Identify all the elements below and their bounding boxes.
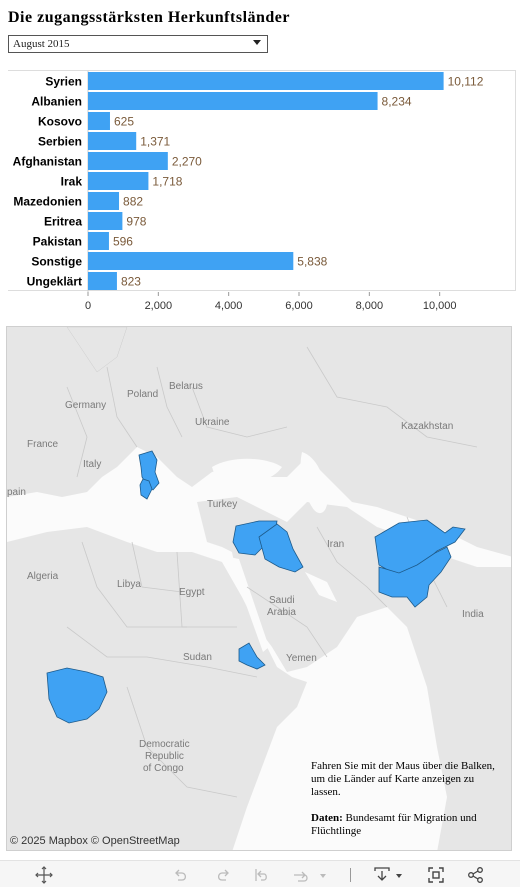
bar-value-label: 1,718 <box>152 175 182 189</box>
month-filter-dropdown[interactable]: August 2015 <box>8 35 268 53</box>
category-label[interactable]: Sonstige <box>31 255 82 269</box>
data-source-label: Daten: <box>311 812 343 824</box>
map-label-drc-1: Democratic <box>139 739 190 750</box>
bar-value-label: 978 <box>126 215 146 229</box>
category-label[interactable]: Albanien <box>31 95 82 109</box>
bar[interactable] <box>88 72 444 90</box>
hover-instruction: Fahren Sie mit der Maus über die Balken,… <box>311 760 503 799</box>
map-label-india: India <box>462 609 484 620</box>
map-label-yemen: Yemen <box>286 653 317 664</box>
category-label[interactable]: Mazedonien <box>13 195 82 209</box>
fullscreen-icon[interactable] <box>426 865 446 885</box>
category-label[interactable]: Ungeklärt <box>27 275 82 289</box>
map-label-ukraine: Ukraine <box>195 417 230 428</box>
map-label-france: France <box>27 439 59 450</box>
bar-value-label: 823 <box>121 275 141 289</box>
map-note: Fahren Sie mit der Maus über die Balken,… <box>311 760 503 851</box>
bar-value-label: 10,112 <box>448 75 484 89</box>
map-attribution[interactable]: © 2025 Mapbox © OpenStreetMap <box>10 835 180 847</box>
bar[interactable] <box>88 232 109 250</box>
dropdown-selected-value: August 2015 <box>13 38 70 50</box>
bar-value-label: 596 <box>113 235 133 249</box>
map-label-drc-3: of Congo <box>143 763 184 774</box>
map-label-belarus: Belarus <box>169 381 203 392</box>
bar-value-label: 2,270 <box>172 155 202 169</box>
x-tick-label: 4,000 <box>215 300 243 312</box>
data-source: Daten: Bundesamt für Migration und Flüch… <box>311 812 503 838</box>
category-label[interactable]: Afghanistan <box>13 155 82 169</box>
x-tick-label: 6,000 <box>285 300 313 312</box>
toolbar <box>0 860 520 887</box>
bar-chart: Syrien 10,112 Albanien 8,234 Kosovo 625 Serbie… <box>8 71 516 321</box>
bar-value-label: 8,234 <box>382 95 412 109</box>
bar-value-label: 882 <box>123 195 143 209</box>
map-label-italy: Italy <box>83 459 101 470</box>
category-label[interactable]: Syrien <box>45 75 82 89</box>
map-label-iran: Iran <box>327 539 344 550</box>
x-tick-label: 8,000 <box>356 300 384 312</box>
bar-value-label: 5,838 <box>297 255 327 269</box>
toolbar-divider <box>350 868 351 882</box>
page-title: Die zugangsstärksten Herkunftsländer <box>8 9 290 27</box>
map-label-poland: Poland <box>127 389 158 400</box>
map-label-libya: Libya <box>117 579 141 590</box>
map-label-turkey: Turkey <box>207 499 237 510</box>
map-label-algeria: Algeria <box>27 571 59 582</box>
revert-icon[interactable] <box>252 865 272 885</box>
category-label[interactable]: Serbien <box>38 135 82 149</box>
bar-chart-frame: Syrien 10,112 Albanien 8,234 Kosovo 625 Serbie… <box>8 70 516 291</box>
category-label[interactable]: Irak <box>61 175 83 189</box>
x-tick-label: 2,000 <box>145 300 173 312</box>
bar[interactable] <box>88 112 110 130</box>
bar[interactable] <box>88 252 293 270</box>
map-label-sudan: Sudan <box>183 652 212 663</box>
bar[interactable] <box>88 132 136 150</box>
share-icon[interactable] <box>466 865 486 885</box>
map-label-kazakhstan: Kazakhstan <box>401 421 453 432</box>
bar[interactable] <box>88 212 122 230</box>
map-label-spain: pain <box>7 487 26 498</box>
map-label-saudi: Saudi <box>269 595 295 606</box>
chevron-down-icon <box>253 40 261 45</box>
map-label-germany: Germany <box>65 400 106 411</box>
bar[interactable] <box>88 272 117 290</box>
bar[interactable] <box>88 92 378 110</box>
bar[interactable] <box>88 152 168 170</box>
redo-icon[interactable] <box>212 865 232 885</box>
map-label-drc-2: Republic <box>145 751 184 762</box>
bar-value-label: 625 <box>114 115 134 129</box>
bar-value-label: 1,371 <box>140 135 170 149</box>
bar[interactable] <box>88 192 119 210</box>
refresh-icon[interactable] <box>290 865 330 885</box>
bar[interactable] <box>88 172 148 190</box>
category-label[interactable]: Eritrea <box>44 215 82 229</box>
move-icon[interactable] <box>34 865 54 885</box>
category-label[interactable]: Pakistan <box>33 235 82 249</box>
map-label-egypt: Egypt <box>179 587 205 598</box>
x-tick-label: 0 <box>85 300 91 312</box>
undo-icon[interactable] <box>172 865 192 885</box>
x-tick-label: 10,000 <box>423 300 457 312</box>
download-icon[interactable] <box>372 865 406 885</box>
category-label[interactable]: Kosovo <box>38 115 82 129</box>
map-label-arabia: Arabia <box>267 607 296 618</box>
